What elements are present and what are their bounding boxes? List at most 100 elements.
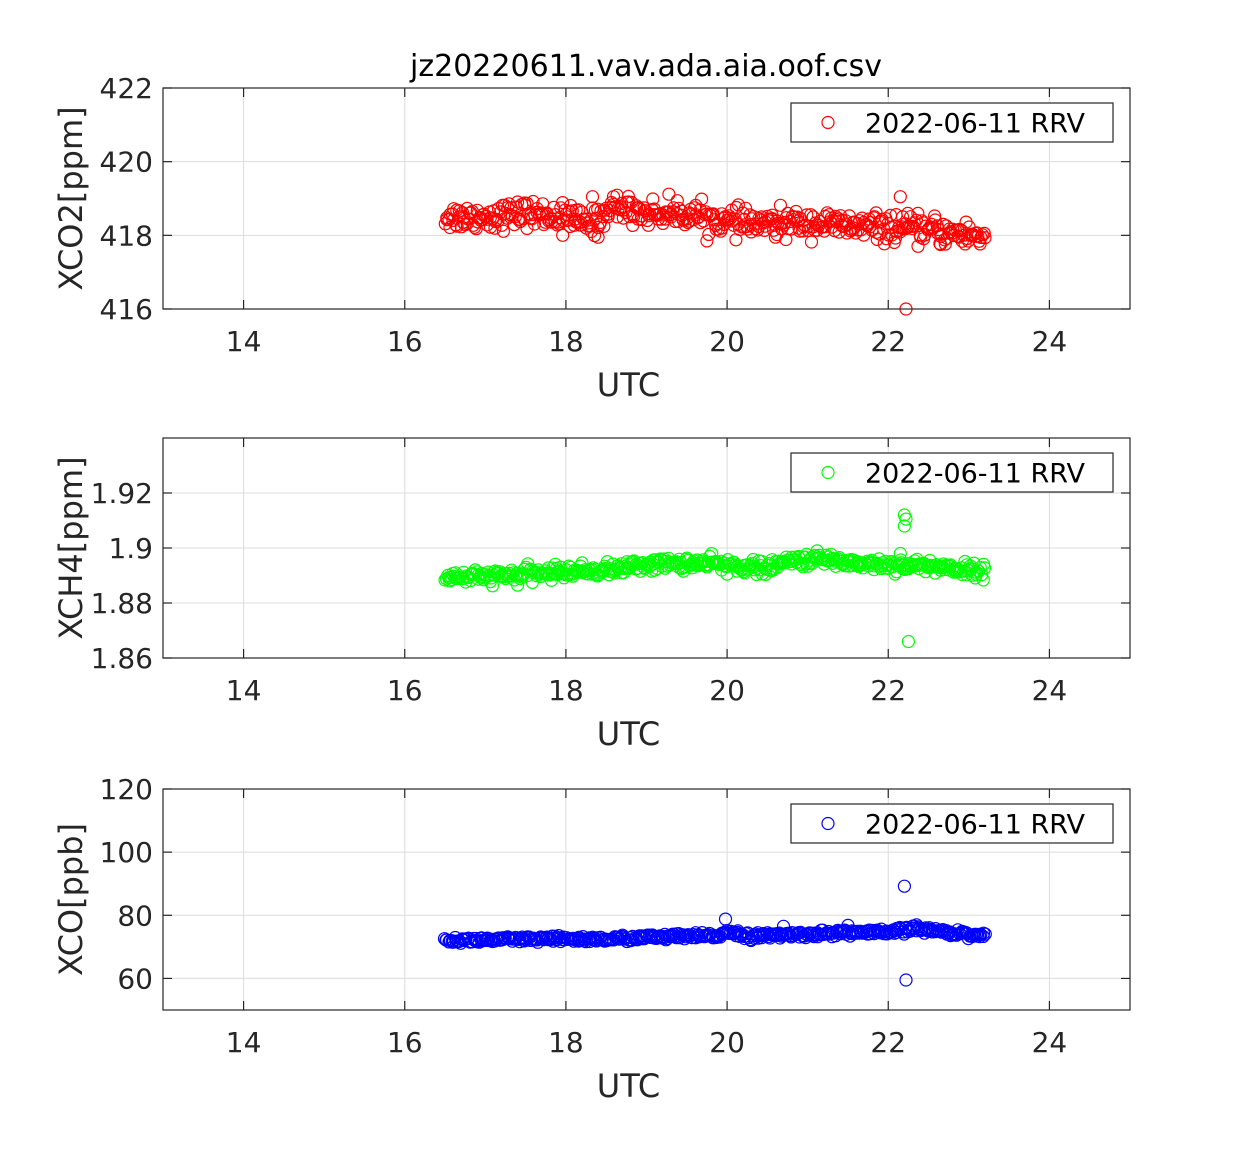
x-tick-label: 24 bbox=[1032, 1026, 1068, 1059]
x-axis-label: UTC bbox=[597, 1067, 660, 1105]
data-point bbox=[927, 209, 942, 223]
figure-title: jz20220611.vav.ada.aia.oof.csv bbox=[409, 49, 882, 84]
data-point bbox=[975, 228, 989, 242]
legend-marker bbox=[821, 465, 835, 480]
x-tick-label: 20 bbox=[709, 674, 745, 707]
data-point bbox=[518, 198, 532, 212]
data-point bbox=[738, 201, 753, 215]
data-point-outlier bbox=[776, 919, 791, 933]
x-tick-label: 16 bbox=[387, 674, 423, 707]
data-point bbox=[667, 929, 682, 944]
x-axis-label: UTC bbox=[597, 366, 660, 404]
data-point-outlier bbox=[897, 879, 912, 893]
data-point-outlier bbox=[899, 512, 913, 526]
data-point bbox=[546, 561, 560, 575]
data-point-outlier bbox=[768, 230, 783, 244]
data-point bbox=[885, 228, 899, 242]
data-point bbox=[869, 225, 883, 239]
data-point bbox=[496, 224, 510, 238]
y-tick-label: 60 bbox=[117, 962, 153, 995]
data-point-outlier bbox=[893, 190, 907, 204]
panel-xch4: 14 16 18 20 22 24 1.86 1.88 1.9 1.92 UTC XCH4[ppm] 2… bbox=[52, 437, 1131, 753]
data-point bbox=[700, 234, 714, 248]
data-point bbox=[584, 219, 598, 233]
y-axis-label: XCO2[ppm] bbox=[52, 106, 90, 290]
data-point bbox=[488, 934, 502, 948]
legend: 2022-06-11 RRV bbox=[790, 803, 1114, 844]
x-tick-label: 18 bbox=[548, 1026, 584, 1059]
data-point-outlier bbox=[720, 567, 734, 581]
data-point-outlier bbox=[510, 578, 525, 592]
series-points bbox=[438, 187, 992, 316]
data-point bbox=[731, 198, 746, 212]
data-point bbox=[662, 187, 676, 201]
data-point bbox=[555, 196, 570, 210]
x-tick-label: 18 bbox=[548, 325, 584, 358]
y-tick-label: 1.9 bbox=[108, 532, 153, 565]
data-point bbox=[773, 198, 788, 212]
data-point bbox=[974, 230, 988, 244]
data-point bbox=[928, 213, 942, 227]
data-point bbox=[909, 213, 924, 227]
x-tick-label: 22 bbox=[870, 1026, 906, 1059]
legend-marker bbox=[821, 115, 835, 130]
data-point-outlier bbox=[899, 973, 913, 987]
data-point bbox=[693, 216, 708, 230]
y-tick-label: 1.92 bbox=[91, 477, 153, 510]
data-point bbox=[572, 564, 587, 578]
data-point bbox=[513, 215, 527, 229]
y-tick-label: 416 bbox=[100, 293, 153, 326]
data-point bbox=[491, 566, 505, 581]
data-point bbox=[977, 561, 992, 575]
data-point bbox=[978, 927, 992, 941]
data-point bbox=[585, 201, 600, 215]
y-axis-label: XCO[ppb] bbox=[52, 823, 90, 976]
data-point-outlier bbox=[933, 237, 948, 252]
data-point bbox=[978, 231, 992, 245]
y-axis-label: XCH4[ppm] bbox=[52, 456, 90, 639]
data-point bbox=[615, 196, 629, 210]
x-tick-label: 20 bbox=[709, 1026, 745, 1059]
y-tick-label: 80 bbox=[117, 899, 153, 932]
data-point bbox=[705, 546, 719, 561]
data-point bbox=[973, 560, 987, 575]
y-tick-label: 1.86 bbox=[91, 642, 153, 675]
legend-box bbox=[790, 803, 1114, 844]
series-points bbox=[438, 508, 992, 649]
data-point bbox=[766, 223, 781, 237]
data-point bbox=[684, 207, 698, 221]
data-point bbox=[922, 921, 936, 935]
data-point bbox=[754, 210, 769, 224]
x-tick-label: 20 bbox=[709, 325, 745, 358]
data-point bbox=[973, 929, 987, 944]
data-point-outlier bbox=[897, 519, 912, 533]
data-point bbox=[870, 232, 884, 246]
data-point bbox=[787, 210, 801, 224]
data-point bbox=[579, 212, 593, 226]
data-point bbox=[820, 926, 835, 940]
x-tick-label: 14 bbox=[226, 1026, 262, 1059]
data-point bbox=[976, 926, 991, 940]
y-tick-label: 418 bbox=[100, 219, 153, 252]
data-point bbox=[613, 203, 627, 217]
panel-xco: 14 16 18 20 22 24 60 80 100 120 UTC XCO[ppb] 2022-06… bbox=[52, 773, 1131, 1105]
x-tick-label: 22 bbox=[870, 674, 906, 707]
y-tick-label: 422 bbox=[100, 72, 153, 105]
data-point bbox=[782, 553, 796, 567]
legend-label: 2022-06-11 RRV bbox=[865, 459, 1086, 490]
data-point bbox=[974, 568, 989, 582]
data-point bbox=[491, 214, 505, 228]
legend-box bbox=[790, 452, 1114, 493]
legend: 2022-06-11 RRV bbox=[790, 102, 1114, 143]
x-tick-label: 18 bbox=[548, 674, 584, 707]
data-point bbox=[757, 561, 772, 575]
data-point bbox=[646, 192, 660, 206]
y-tick-label: 120 bbox=[100, 773, 153, 806]
legend-marker bbox=[821, 816, 835, 831]
data-point bbox=[829, 924, 844, 938]
data-point bbox=[648, 563, 662, 577]
data-point-outlier bbox=[556, 228, 570, 242]
data-point bbox=[531, 563, 545, 577]
legend-label: 2022-06-11 RRV bbox=[865, 810, 1086, 841]
